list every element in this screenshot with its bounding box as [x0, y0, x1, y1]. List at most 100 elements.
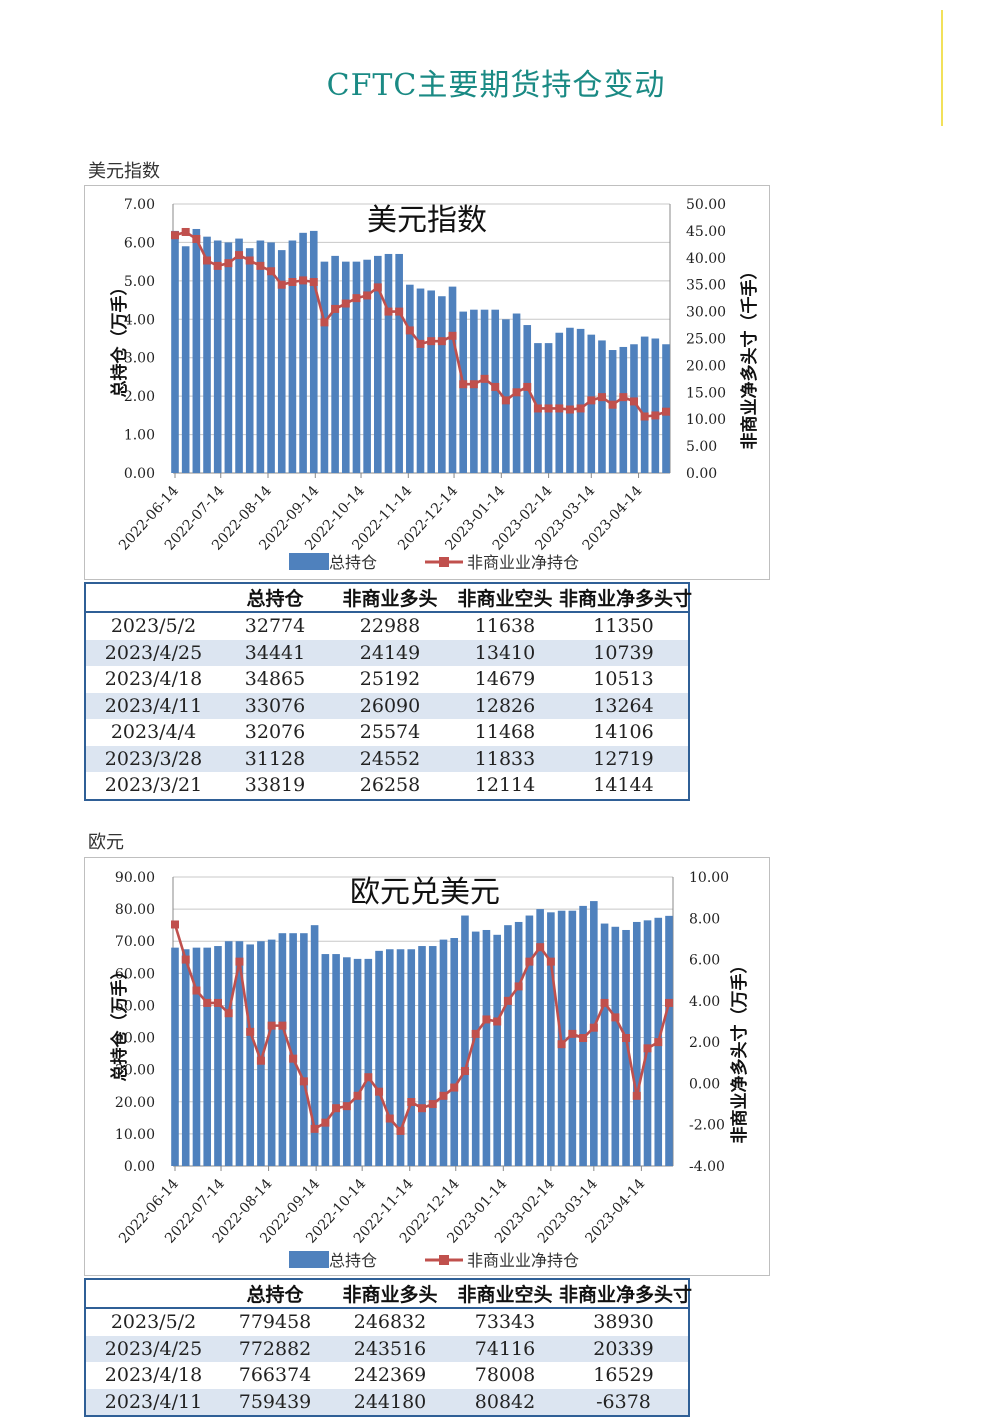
line-marker — [267, 1021, 276, 1030]
bar — [299, 232, 307, 473]
line-marker — [299, 276, 308, 285]
line-marker — [171, 231, 179, 240]
bar — [267, 939, 276, 1166]
cell-date: 2023/4/18 — [104, 668, 203, 691]
line-marker — [544, 404, 553, 413]
bar — [310, 925, 319, 1166]
line-marker — [267, 267, 276, 276]
cell-value: 11468 — [474, 721, 536, 744]
cell-value: 20339 — [559, 1335, 689, 1362]
line-marker — [427, 337, 436, 346]
bar — [630, 344, 638, 473]
cell-value: 779458 — [238, 1311, 312, 1334]
bar — [375, 950, 383, 1166]
line-marker — [629, 397, 638, 406]
y2-tick-label: 8.00 — [689, 911, 720, 927]
bar — [171, 230, 179, 473]
line-marker — [171, 920, 179, 929]
bar — [224, 242, 233, 473]
bar — [482, 929, 491, 1166]
line-marker — [320, 318, 329, 327]
line-marker — [493, 1017, 502, 1026]
bar — [245, 248, 254, 473]
line-marker — [331, 304, 340, 313]
cell-date: 2023/4/25 — [85, 639, 221, 666]
bar — [643, 920, 652, 1166]
line-marker — [459, 380, 468, 389]
bar — [289, 933, 297, 1166]
bar — [459, 311, 467, 473]
cell-date: 2023/3/28 — [85, 745, 221, 772]
legend-swatch-bar — [289, 1251, 329, 1268]
bar — [300, 933, 308, 1166]
line-marker — [299, 1077, 308, 1086]
cell-value: 13410 — [451, 639, 559, 666]
y-tick-label: 6.00 — [124, 235, 155, 251]
y-tick-label: 20.00 — [115, 1095, 155, 1111]
line-marker — [203, 998, 212, 1007]
bar — [352, 261, 361, 473]
column-header: 总持仓 — [221, 1279, 329, 1309]
bar — [364, 958, 373, 1166]
bar — [341, 261, 350, 473]
y2-tick-label: 4.00 — [689, 994, 720, 1010]
bar — [309, 230, 318, 473]
line-marker — [512, 388, 521, 397]
line-marker — [277, 280, 286, 289]
line-marker — [533, 404, 542, 413]
cell-value: 14144 — [593, 774, 654, 797]
line-marker — [310, 1124, 319, 1133]
y-tick-label: 7.00 — [124, 197, 155, 213]
legend-swatch-marker — [439, 557, 449, 567]
y2-tick-label: 50.00 — [686, 197, 726, 213]
cell-value: 11350 — [593, 615, 654, 638]
section-label-eur: 欧元 — [88, 832, 124, 853]
y2-axis-title: 非商业净多头寸（万手） — [729, 957, 750, 1144]
bar — [224, 941, 233, 1166]
line-marker — [181, 227, 190, 236]
table-eur: 总持仓 非商业多头 非商业空头 非商业净多头寸 2023/5/2 779458 24683… — [84, 1278, 692, 1417]
line-marker — [375, 1087, 384, 1096]
y2-tick-label: 0.00 — [686, 466, 717, 482]
line-marker — [460, 1067, 469, 1076]
line-marker — [224, 1009, 233, 1018]
legend-swatch-marker — [439, 1255, 449, 1265]
cell-value: 22988 — [359, 615, 421, 638]
line-marker — [536, 943, 545, 952]
bar — [267, 242, 275, 473]
bar — [235, 238, 243, 473]
cell-value: 10513 — [593, 668, 654, 691]
bar — [428, 946, 437, 1166]
bar — [523, 325, 532, 473]
table-row: 2023/4/18 766374 242369 78008 16529 — [85, 1362, 689, 1389]
bar — [504, 925, 512, 1166]
line-marker — [555, 404, 564, 413]
section-label-usd: 美元指数 — [88, 161, 160, 182]
column-header: 非商业空头 — [451, 583, 559, 613]
bar — [632, 921, 641, 1166]
bar — [353, 958, 362, 1166]
bar — [192, 228, 201, 473]
line-marker — [589, 1023, 598, 1032]
cell-value: 243516 — [329, 1335, 451, 1362]
cell-date: 2023/4/11 — [85, 1388, 221, 1416]
bar — [416, 288, 425, 473]
line-marker — [428, 1100, 437, 1109]
bar — [384, 253, 393, 473]
accent-line — [941, 10, 943, 126]
table-row: 2023/5/2 32774 22988 11638 11350 — [85, 612, 689, 640]
cell-date: 2023/5/2 — [110, 1311, 197, 1334]
cell-value: 33819 — [244, 774, 306, 797]
y2-tick-label: 45.00 — [686, 224, 726, 240]
line-marker — [525, 957, 534, 966]
y2-tick-label: 5.00 — [686, 439, 717, 455]
line-marker — [289, 1054, 298, 1063]
cell-value: 26090 — [329, 692, 451, 719]
cell-value: 10739 — [559, 639, 689, 666]
line-marker — [576, 404, 585, 413]
y-tick-label: 40.00 — [115, 1031, 155, 1047]
cell-date: 2023/4/11 — [85, 692, 221, 719]
line-marker — [501, 396, 510, 405]
bar — [396, 949, 405, 1166]
bar — [471, 931, 480, 1166]
